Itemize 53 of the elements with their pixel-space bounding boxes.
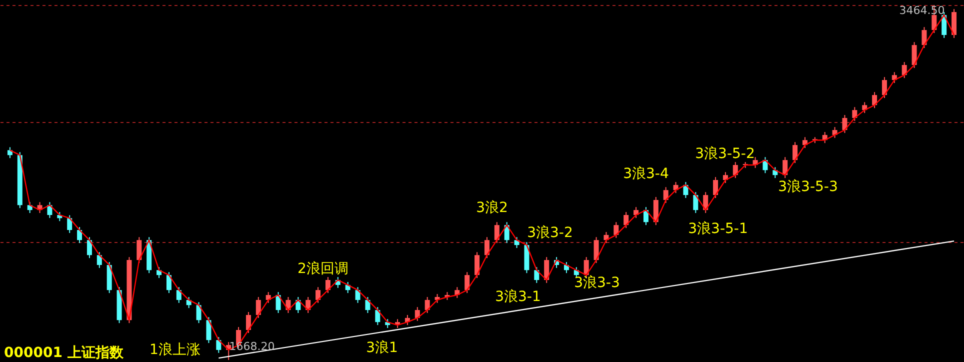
candlestick <box>713 176 718 198</box>
candlestick <box>166 272 172 294</box>
candlestick <box>902 62 907 79</box>
candlestick <box>693 192 698 214</box>
candlestick <box>624 212 629 229</box>
candlestick <box>176 286 182 304</box>
candlestick <box>544 256 550 284</box>
candlestick <box>484 236 490 259</box>
candlestick <box>494 222 500 244</box>
annotation: 3浪3-5-3 <box>778 179 838 195</box>
annotation: 3浪3-5-2 <box>695 146 755 162</box>
candlestick <box>922 26 927 49</box>
candlestick <box>414 306 420 322</box>
candlestick <box>365 296 370 314</box>
annotation: 3浪3-3 <box>574 275 620 291</box>
candlestick <box>862 102 868 114</box>
annotation: 1浪上涨 <box>150 342 200 358</box>
candlestick <box>842 114 848 134</box>
annotation: 2浪回调 <box>298 261 348 277</box>
candlestick <box>206 316 212 344</box>
text: 000001 上证指数 <box>4 345 124 361</box>
candlestick <box>196 302 202 324</box>
candlestick <box>952 8 957 38</box>
candlestick <box>77 226 82 244</box>
annotation: 3浪3-4 <box>623 166 669 182</box>
candlestick <box>594 236 599 264</box>
annotation: 3浪3-1 <box>495 289 541 305</box>
candlestick <box>86 236 92 259</box>
candlestick <box>474 252 480 279</box>
candlestick <box>67 214 72 234</box>
candlestick <box>355 286 360 304</box>
annotation: 3浪3-5-1 <box>688 221 748 237</box>
candlestick <box>732 162 738 179</box>
candlestick <box>325 276 330 294</box>
candlestick <box>663 186 668 204</box>
candlestick <box>852 106 858 122</box>
candlestick <box>316 286 321 304</box>
candlestick <box>96 252 102 268</box>
candlestick <box>614 222 619 238</box>
candlestick <box>534 266 540 284</box>
candlestick <box>464 272 470 294</box>
candlestick <box>375 306 380 326</box>
candlestick <box>912 42 917 68</box>
candlestick <box>792 142 798 164</box>
candlestick <box>256 296 261 318</box>
candlestick <box>424 296 430 314</box>
candlestick <box>872 92 878 109</box>
annotation: 3浪1 <box>366 340 398 356</box>
candlestick <box>246 312 251 334</box>
candlestick <box>216 336 222 354</box>
annotation: 3浪3-2 <box>527 225 573 241</box>
candlestick <box>882 76 887 99</box>
annotation: 3浪2 <box>476 200 508 216</box>
